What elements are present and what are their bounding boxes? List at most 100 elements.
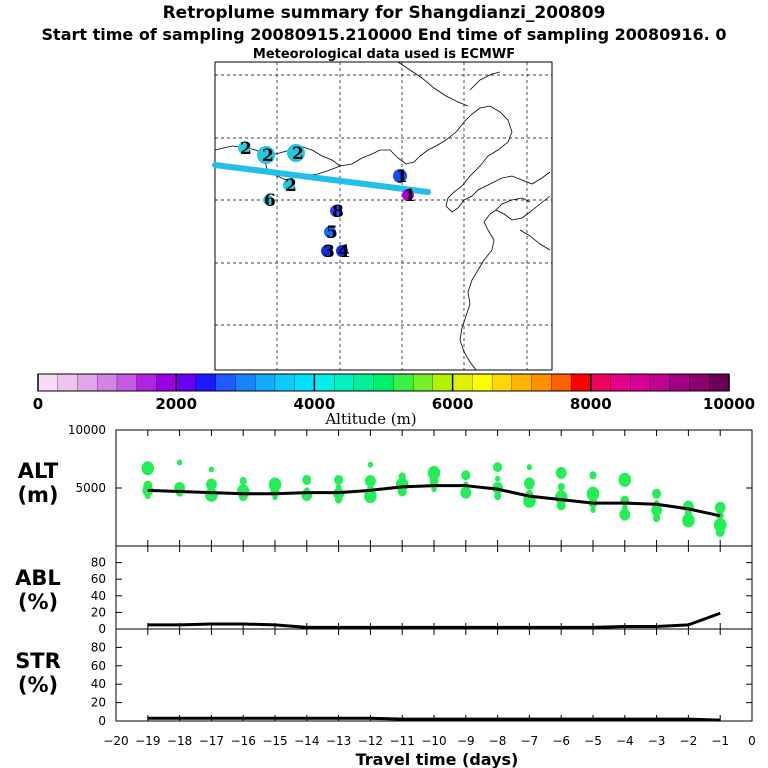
colorbar-cell [156,373,177,392]
panel-y-tick-label: 20 [91,605,106,619]
altitude-scatter-point [145,493,151,500]
colorbar-cell [610,373,631,392]
map-marker-label: 2 [292,144,304,164]
map-marker-label: 1 [396,167,408,187]
map-marker-dot [263,195,273,205]
colorbar-cell [314,373,335,392]
x-tick-label: −18 [167,734,192,748]
colorbar-tick-label: 0 [33,395,43,413]
panel-y-tick-label: 20 [91,696,106,710]
colorbar-tick-label: 8000 [570,395,612,413]
x-tick-label: −9 [457,734,475,748]
panel-str: 0 20 40 60 80 STR(%) [15,628,753,728]
altitude-scatter-point [494,475,501,482]
x-tick-label: −6 [552,734,570,748]
altitude-scatter-point [460,486,472,499]
colorbar-cell [97,373,118,392]
panel-y-tick-label: 80 [91,640,106,654]
altitude-scatter-point [335,483,342,490]
colorbar-cell [215,373,237,392]
map-marker-dot [324,226,336,238]
x-tick-label: −2 [680,734,698,748]
x-tick-label: −10 [421,734,446,748]
altitude-scatter-point [208,466,215,473]
colorbar-cell [37,373,59,392]
panel-alt: 5000 10000 ALT(m) [17,423,753,547]
panel-y-tick-label: 5000 [75,481,106,495]
x-tick-label: −15 [262,734,287,748]
map-marker-label: 2 [262,146,274,166]
time-series-panels: 500010000ALT(m)020406080ABL(%)020406080S… [15,423,753,728]
map-marker-dot [336,245,348,257]
altitude-scatter-point [682,513,695,528]
met-data-line: Meteorological data used is ECMWF [252,47,516,62]
colorbar-tick-label: 4000 [294,395,336,413]
colorbar-cell [333,373,355,392]
altitude-scatter-point [141,461,155,476]
altitude-scatter-point [713,518,727,533]
x-tick-label: −3 [648,734,666,748]
colorbar-cell [116,373,138,392]
altitude-scatter-point [555,466,567,479]
map-marker-label: 1 [404,186,416,206]
x-tick-label: −14 [294,734,319,748]
map-marker-dot [402,189,414,201]
panel-ylabel: STR [15,649,61,673]
map-marker-dot [287,144,305,162]
x-tick-label: −16 [231,734,256,748]
altitude-scatter-point [494,492,502,501]
altitude-scatter-point [206,478,217,491]
map-marker-dot [393,169,407,183]
colorbar-cell [294,373,316,392]
map-marker-label: 2 [240,139,252,159]
panel-y-tick-label: 40 [91,677,106,691]
colorbar-cell [373,373,395,392]
colorbar-cell [590,373,612,392]
map-marker-dot [330,205,342,217]
colorbar-cell [255,373,276,392]
colorbar-cell [432,373,454,392]
map-marker-label: 6 [264,191,276,211]
x-axis-label: Travel time (days) [356,750,519,768]
mean-trajectory-line [212,162,431,195]
colorbar-tick-label: 6000 [432,395,474,413]
colorbar-cell [491,373,513,392]
map-marker-label: 8 [332,202,344,222]
altitude-scatter-point [618,472,632,487]
panel-y-tick-label: 0 [98,714,106,728]
panel-frame [115,545,753,630]
altitude-scatter-point [364,489,377,504]
x-tick-label: −1 [711,734,729,748]
colorbar-cell [235,373,256,392]
x-axis: −20 −19 −18 −17 −16 −15 −14 −13 −12 −11 −10 −9 −8 −7−… [103,734,755,748]
colorbar-cell [77,373,98,392]
panel-y-tick-label: 0 [98,622,106,636]
altitude-scatter-point [526,464,533,471]
x-tick-label: 0 [748,734,756,748]
altitude-scatter-point [716,511,724,520]
x-tick-label: −13 [326,734,351,748]
map-marker-dot [283,179,295,191]
panel-frame [115,628,753,722]
panel-mean-line [147,611,721,629]
altitude-scatter-point [590,507,596,514]
colorbar-cell [452,373,473,392]
altitude-scatter-point [557,482,565,491]
colorbar-cell [176,373,197,392]
altitude-colorbar: 0 2000 4000 6000 8000 10000 Altitude (m) [33,373,755,428]
altitude-scatter-point [586,486,600,501]
panel-mean-line [147,716,721,722]
altitude-scatter-point [652,488,662,499]
panel-ylabel-unit: (%) [18,590,58,614]
altitude-scatter-point [461,470,471,481]
panel-y-tick-label: 60 [91,572,106,586]
map-marker-label: 2 [285,176,297,196]
map-marker-dot [238,142,250,154]
x-tick-label: −5 [584,734,602,748]
panel-y-tick-label: 10000 [68,423,106,437]
chart-title: Retroplume summary for Shangdianzi_20080… [162,3,606,23]
altitude-scatter-point [268,477,282,492]
colorbar-cell [353,373,375,392]
map-marker-label: 4 [338,242,350,262]
